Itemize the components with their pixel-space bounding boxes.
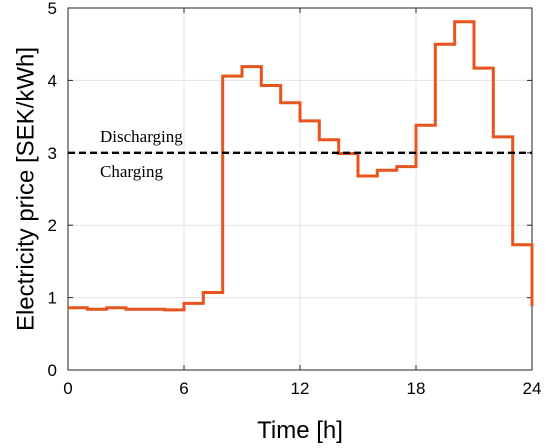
x-tick-label: 6	[179, 379, 188, 398]
price-series-line	[68, 20, 534, 312]
y-tick-label: 1	[48, 289, 57, 308]
y-tick-label: 0	[48, 361, 57, 380]
axis-ticks	[67, 7, 533, 371]
y-tick-label: 4	[48, 71, 57, 90]
discharging-label: Discharging	[100, 127, 183, 146]
x-tick-label: 12	[291, 379, 310, 398]
y-axis-label: Electricity price [SEK/kWh]	[12, 47, 39, 331]
x-axis-label: Time [h]	[257, 417, 343, 444]
series-group	[68, 20, 534, 312]
charging-label: Charging	[100, 162, 163, 181]
x-tick-label: 18	[407, 379, 426, 398]
y-tick-label: 2	[48, 216, 57, 235]
y-tick-label: 3	[48, 144, 57, 163]
x-tick-label: 0	[63, 379, 72, 398]
x-tick-label: 24	[523, 379, 542, 398]
y-tick-label: 5	[48, 0, 57, 18]
